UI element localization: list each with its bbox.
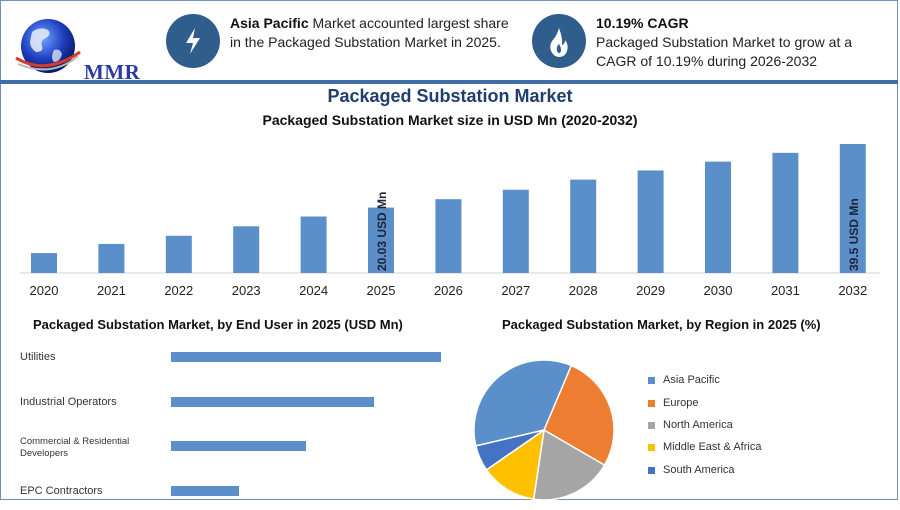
legend-label: Middle East & Africa (663, 441, 762, 453)
bar-2026 (435, 199, 462, 273)
bar-2023 (233, 226, 260, 273)
bar-2030 (705, 161, 731, 273)
legend-swatch (648, 466, 655, 474)
lightning-icon (166, 14, 220, 68)
x-tick-label: 2026 (434, 283, 463, 298)
region-chart-title: Packaged Substation Market, by Region in… (502, 317, 821, 332)
bar-2032 (839, 144, 866, 273)
pie-slice-asia-pacific (473, 359, 573, 447)
legend-label: North America (663, 419, 733, 431)
legend-swatch (648, 443, 655, 451)
data-label-2032: 39.5 USD Mn (847, 198, 861, 271)
x-tick-label: 2021 (97, 283, 126, 298)
globe-icon (15, 19, 81, 73)
x-tick-label: 2028 (569, 283, 598, 298)
info-asia-pacific-text: Market accounted largest share in the Pa… (230, 15, 509, 50)
end-user-label-line: Developers (20, 448, 69, 459)
bar-2031 (772, 152, 799, 273)
end-user-label-line: Commercial & Residential (20, 436, 130, 447)
bar-2025 (368, 207, 394, 273)
x-tick-label: 2022 (164, 283, 193, 298)
end-user-bar (171, 486, 239, 496)
bar-2020 (31, 253, 57, 273)
pie-slice-north-america (532, 428, 606, 501)
x-tick-label: 2030 (704, 283, 733, 298)
end-user-chart-title: Packaged Substation Market, by End User … (33, 317, 403, 332)
info-cagr-text: Packaged Substation Market to grow at a … (596, 34, 853, 69)
end-user-label: Utilities (20, 351, 55, 363)
x-tick-label: 2024 (299, 283, 328, 298)
page-frame (0, 0, 898, 500)
x-tick-label: 2025 (367, 283, 396, 298)
end-user-bar (171, 441, 306, 451)
legend-item: Europe (648, 397, 698, 409)
bar-2021 (98, 243, 125, 273)
info-asia-pacific: Asia Pacific Market accounted largest sh… (230, 14, 520, 52)
x-tick-label: 2020 (30, 283, 59, 298)
end-user-label: Commercial & Residential Developers (20, 436, 129, 460)
bar-2027 (502, 189, 529, 273)
end-user-bar (171, 352, 441, 362)
end-user-label: EPC Contractors (20, 485, 103, 497)
market-size-bar-chart: 2020 2021 2022 2023 2024 2025 20.03 USD Mn 2026… (20, 144, 880, 298)
bar-2022 (165, 235, 192, 273)
info-cagr: 10.19% CAGR Packaged Substation Market t… (596, 14, 866, 71)
end-user-label-line: EPC Contractors (20, 485, 103, 497)
bar-2028 (570, 179, 597, 273)
chart-title: Packaged Substation Market (327, 86, 573, 106)
legend-swatch (648, 399, 655, 407)
legend-swatch (648, 376, 655, 384)
x-tick-label: 2023 (232, 283, 261, 298)
bar-2029 (637, 170, 664, 273)
header-divider (0, 80, 898, 84)
flame-icon (532, 14, 586, 68)
legend-label: South America (663, 464, 735, 476)
end-user-label-line: Utilities (20, 351, 56, 363)
end-user-label: Industrial Operators (20, 396, 117, 408)
chart-subtitle: Packaged Substation Market size in USD M… (262, 112, 638, 128)
data-label-2025: 20.03 USD Mn (375, 192, 389, 271)
legend-item: Asia Pacific (648, 374, 720, 386)
legend-label: Asia Pacific (663, 374, 720, 386)
x-tick-label: 2032 (838, 283, 867, 298)
pie-slice-middle-east-africa (485, 428, 545, 501)
legend-swatch (648, 421, 655, 429)
legend-item: South America (648, 464, 735, 476)
region-pie-chart (473, 359, 615, 501)
legend-item: Middle East & Africa (648, 441, 761, 453)
x-tick-label: 2031 (771, 283, 800, 298)
legend-item: North America (648, 419, 733, 431)
end-user-label-line: Industrial Operators (20, 396, 117, 408)
x-tick-label: 2027 (501, 283, 530, 298)
legend-label: Europe (663, 397, 699, 409)
info-asia-pacific-bold: Asia Pacific (230, 15, 309, 31)
x-tick-label: 2029 (636, 283, 665, 298)
info-cagr-bold: 10.19% CAGR (596, 15, 689, 31)
bar-2024 (300, 216, 327, 273)
end-user-bar (171, 397, 374, 407)
